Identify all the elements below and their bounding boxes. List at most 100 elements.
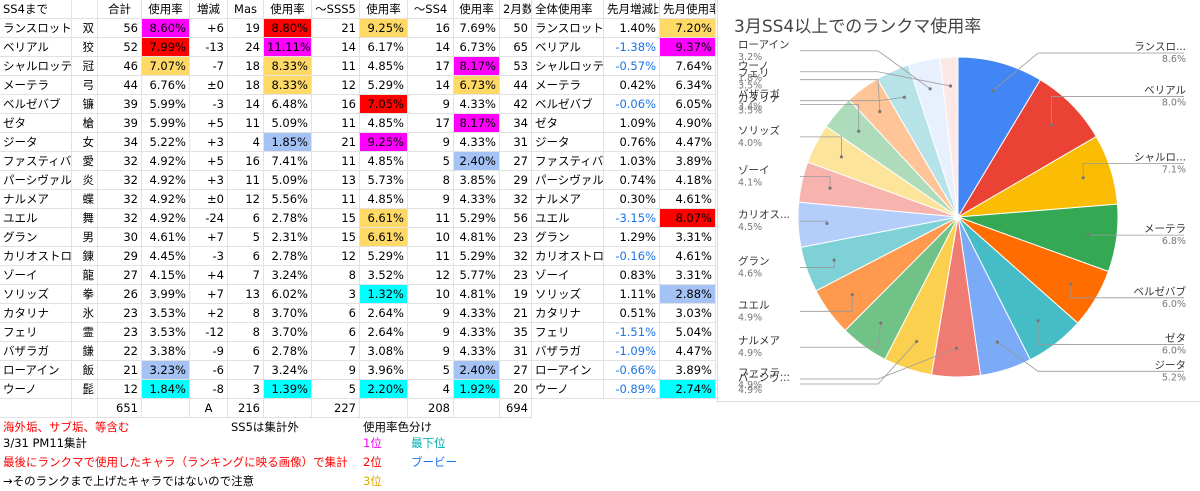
table-cell[interactable]: -1.09%	[604, 342, 660, 361]
table-cell[interactable]: 4.92%	[142, 209, 190, 228]
character-name[interactable]: ナルメア	[0, 190, 72, 209]
table-cell[interactable]: 女	[72, 133, 98, 152]
table-cell[interactable]: 44	[500, 76, 532, 95]
total-sss5[interactable]: 227	[312, 399, 360, 418]
character-name[interactable]: カタリナ	[0, 304, 72, 323]
table-cell[interactable]: 8	[312, 266, 360, 285]
table-cell[interactable]: 4.81%	[454, 285, 500, 304]
table-cell[interactable]: 6.76%	[142, 76, 190, 95]
table-cell[interactable]: +3	[190, 133, 228, 152]
table-cell[interactable]: 4.33%	[454, 133, 500, 152]
table-cell[interactable]: 32	[500, 190, 532, 209]
table-cell[interactable]: 6.17%	[360, 38, 408, 57]
table-cell[interactable]: 4.61%	[142, 228, 190, 247]
table-cell[interactable]: -0.57%	[604, 57, 660, 76]
table-cell[interactable]: 0.74%	[604, 171, 660, 190]
column-header[interactable]	[72, 0, 98, 19]
table-cell[interactable]: 15	[312, 228, 360, 247]
table-cell[interactable]: 11	[408, 209, 454, 228]
character-name-2[interactable]: ファスティバ	[532, 152, 604, 171]
table-cell[interactable]: 4.61%	[660, 247, 716, 266]
character-name-2[interactable]: カタリナ	[532, 304, 604, 323]
table-cell[interactable]: 9	[408, 133, 454, 152]
character-name-2[interactable]: ウーノ	[532, 380, 604, 399]
table-cell[interactable]: -13	[190, 38, 228, 57]
table-cell[interactable]: 19	[500, 285, 532, 304]
table-cell[interactable]: 愛	[72, 152, 98, 171]
table-cell[interactable]: 8	[408, 171, 454, 190]
table-cell[interactable]: 39	[98, 114, 142, 133]
table-cell[interactable]: 52	[98, 38, 142, 57]
total-mas[interactable]: 216	[228, 399, 264, 418]
table-cell[interactable]: 20	[500, 380, 532, 399]
character-name-2[interactable]: フェリ	[532, 323, 604, 342]
pie-slice[interactable]	[939, 56, 959, 218]
table-cell[interactable]: +3	[190, 171, 228, 190]
table-cell[interactable]: 3.99%	[142, 285, 190, 304]
table-cell[interactable]: 23	[500, 266, 532, 285]
table-cell[interactable]: 8.07%	[660, 209, 716, 228]
table-cell[interactable]: +6	[190, 19, 228, 38]
column-header[interactable]: 〜SS4	[408, 0, 454, 19]
table-cell[interactable]: 23	[98, 323, 142, 342]
character-name[interactable]: ユエル	[0, 209, 72, 228]
table-cell[interactable]: +7	[190, 285, 228, 304]
character-name-2[interactable]: ランスロット	[532, 19, 604, 38]
table-cell[interactable]: 4.33%	[454, 190, 500, 209]
table-cell[interactable]: -7	[190, 57, 228, 76]
table-cell[interactable]: 拳	[72, 285, 98, 304]
table-cell[interactable]: +2	[190, 304, 228, 323]
table-cell[interactable]: 1.85%	[264, 133, 312, 152]
character-name-2[interactable]: ナルメア	[532, 190, 604, 209]
table-cell[interactable]: 4.33%	[454, 304, 500, 323]
table-cell[interactable]: 2.74%	[660, 380, 716, 399]
table-cell[interactable]: 27	[98, 266, 142, 285]
character-name[interactable]: パーシヴァル	[0, 171, 72, 190]
table-cell[interactable]: 18	[228, 76, 264, 95]
table-cell[interactable]: 3	[312, 285, 360, 304]
table-cell[interactable]: 11	[312, 114, 360, 133]
table-cell[interactable]: 26	[98, 285, 142, 304]
character-name-2[interactable]: ゼタ	[532, 114, 604, 133]
table-cell[interactable]: 7.99%	[142, 38, 190, 57]
table-cell[interactable]: 4.85%	[360, 57, 408, 76]
table-cell[interactable]: 31	[500, 133, 532, 152]
table-cell[interactable]: 35	[500, 323, 532, 342]
character-name-2[interactable]: グラン	[532, 228, 604, 247]
table-cell[interactable]: 27	[500, 152, 532, 171]
table-cell[interactable]: 4.81%	[454, 228, 500, 247]
table-cell[interactable]: 2.78%	[264, 247, 312, 266]
table-cell[interactable]: 3	[228, 380, 264, 399]
table-cell[interactable]: 1.09%	[604, 114, 660, 133]
table-cell[interactable]: -1.38%	[604, 38, 660, 57]
table-cell[interactable]: 4	[408, 380, 454, 399]
table-cell[interactable]: 13	[312, 171, 360, 190]
table-cell[interactable]: 6.61%	[360, 209, 408, 228]
table-cell[interactable]: 5	[408, 152, 454, 171]
table-cell[interactable]: 3.53%	[142, 323, 190, 342]
table-cell[interactable]: 6	[228, 342, 264, 361]
table-cell[interactable]: 0.42%	[604, 76, 660, 95]
table-cell[interactable]: 1.92%	[454, 380, 500, 399]
table-cell[interactable]: 9	[408, 304, 454, 323]
column-header[interactable]: 先月増減比	[604, 0, 660, 19]
table-cell[interactable]: 11	[312, 57, 360, 76]
table-cell[interactable]: 9	[408, 95, 454, 114]
table-cell[interactable]: 4.47%	[660, 342, 716, 361]
table-cell[interactable]: 32	[98, 209, 142, 228]
table-cell[interactable]: 27	[500, 361, 532, 380]
table-cell[interactable]: -3.15%	[604, 209, 660, 228]
table-cell[interactable]: 3.85%	[454, 171, 500, 190]
character-name[interactable]: ゼタ	[0, 114, 72, 133]
table-cell[interactable]: 12	[98, 380, 142, 399]
table-cell[interactable]: 双	[72, 19, 98, 38]
table-cell[interactable]: 16	[312, 95, 360, 114]
table-cell[interactable]: 16	[228, 152, 264, 171]
table-cell[interactable]: 2.40%	[454, 361, 500, 380]
table-cell[interactable]: 8	[228, 304, 264, 323]
table-cell[interactable]: 7.41%	[264, 152, 312, 171]
column-header[interactable]: SS4まで	[0, 0, 72, 19]
table-cell[interactable]: 4.92%	[142, 190, 190, 209]
table-cell[interactable]: 6.02%	[264, 285, 312, 304]
total-cell[interactable]	[142, 399, 190, 418]
